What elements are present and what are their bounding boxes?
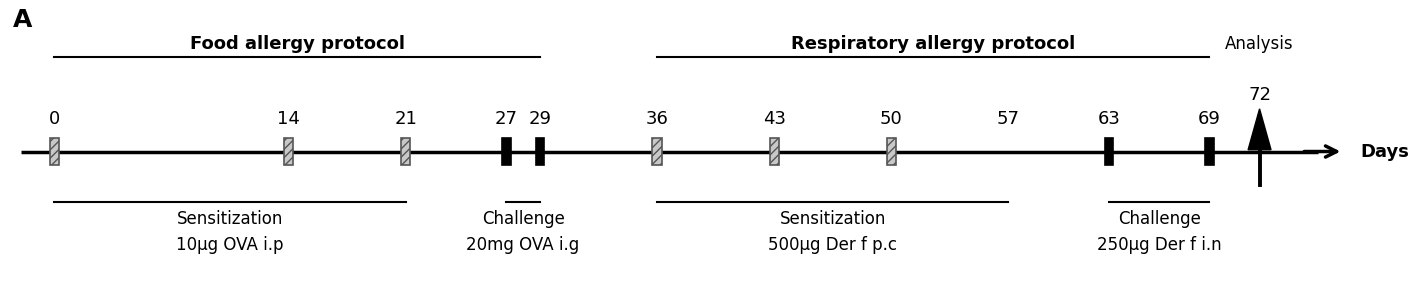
Text: 14: 14: [277, 110, 300, 128]
Text: Days: Days: [1360, 142, 1409, 160]
Bar: [770, 138, 778, 165]
Text: 20mg OVA i.g: 20mg OVA i.g: [466, 236, 579, 254]
Text: 21: 21: [395, 110, 417, 128]
Bar: [886, 138, 896, 165]
Text: Challenge: Challenge: [481, 210, 565, 228]
Text: 29: 29: [528, 110, 551, 128]
Text: 63: 63: [1098, 110, 1120, 128]
Bar: [402, 138, 410, 165]
Text: 36: 36: [646, 110, 669, 128]
Text: Challenge: Challenge: [1118, 210, 1200, 228]
Text: Sensitization: Sensitization: [178, 210, 284, 228]
Text: Analysis: Analysis: [1225, 35, 1294, 53]
Text: Food allergy protocol: Food allergy protocol: [190, 35, 405, 53]
Bar: [652, 138, 662, 165]
Text: 10μg OVA i.p: 10μg OVA i.p: [176, 236, 284, 254]
Bar: [284, 138, 294, 165]
Text: 43: 43: [763, 110, 785, 128]
Bar: [1206, 138, 1214, 165]
Text: A: A: [13, 8, 31, 32]
Text: 250μg Der f i.n: 250μg Der f i.n: [1096, 236, 1221, 254]
Text: 27: 27: [494, 110, 518, 128]
Text: Sensitization: Sensitization: [780, 210, 886, 228]
Bar: [1105, 138, 1113, 165]
Text: 50: 50: [880, 110, 903, 128]
Bar: [503, 138, 511, 165]
Text: 57: 57: [997, 110, 1020, 128]
Text: 69: 69: [1198, 110, 1221, 128]
Text: 500μg Der f p.c: 500μg Der f p.c: [768, 236, 897, 254]
Bar: [50, 138, 60, 165]
Text: 0: 0: [48, 110, 60, 128]
Polygon shape: [1248, 109, 1271, 150]
Bar: [535, 138, 544, 165]
Text: Respiratory allergy protocol: Respiratory allergy protocol: [791, 35, 1075, 53]
Text: 72: 72: [1248, 86, 1271, 104]
